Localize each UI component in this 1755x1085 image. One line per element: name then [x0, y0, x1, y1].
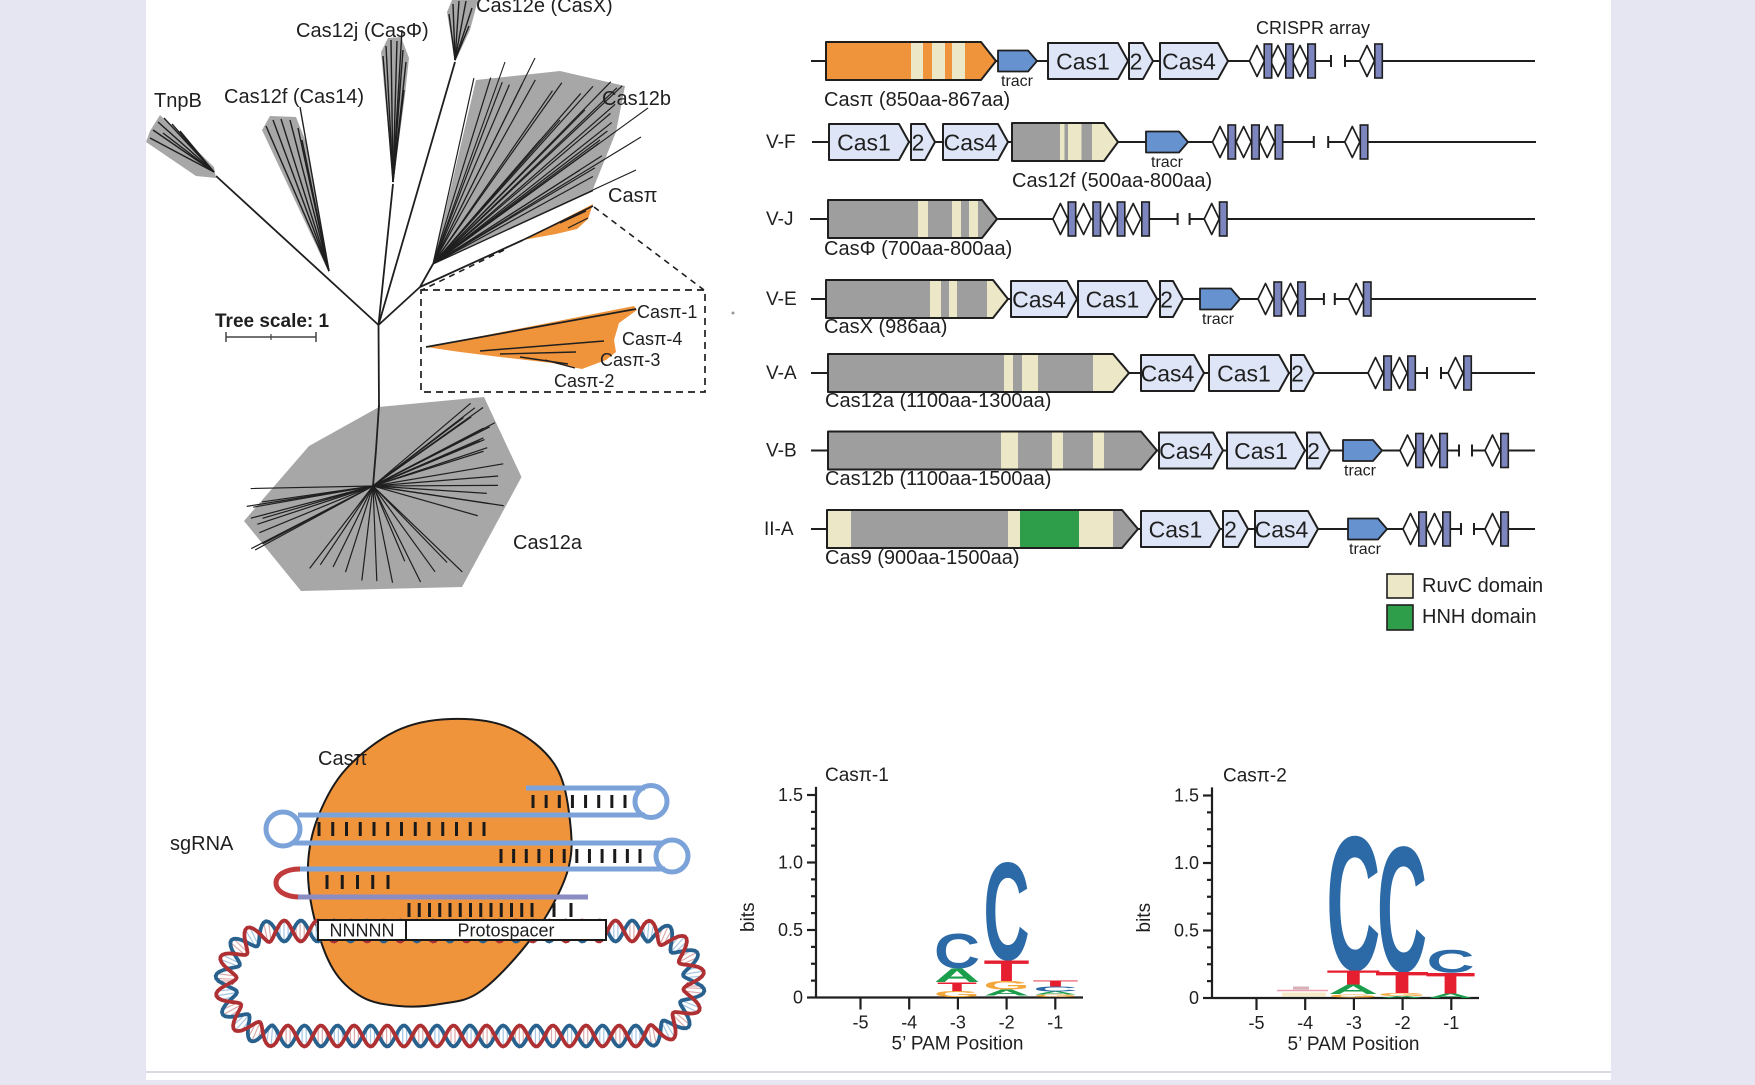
svg-text:II-A: II-A: [764, 519, 794, 540]
svg-text:Casπ-3: Casπ-3: [600, 350, 660, 370]
svg-text:Cas12f (Cas14): Cas12f (Cas14): [224, 86, 364, 108]
svg-text:-5: -5: [852, 1013, 868, 1033]
svg-text:2: 2: [1224, 516, 1237, 542]
svg-text:Cas12e (CasX): Cas12e (CasX): [476, 0, 613, 17]
svg-text:-2: -2: [1395, 1013, 1411, 1033]
svg-text:0.5: 0.5: [1174, 921, 1199, 941]
svg-text:Cas9 (900aa-1500aa): Cas9 (900aa-1500aa): [825, 547, 1020, 569]
svg-text:CRISPR array: CRISPR array: [1256, 18, 1370, 38]
svg-text:tracr: tracr: [1202, 311, 1235, 328]
svg-text:1.5: 1.5: [778, 785, 803, 805]
svg-text:-3: -3: [1346, 1013, 1362, 1033]
svg-text:2: 2: [1160, 286, 1173, 312]
svg-text:2: 2: [1130, 48, 1143, 74]
svg-text:V-F: V-F: [766, 132, 796, 153]
svg-text:2: 2: [1291, 360, 1304, 386]
svg-text:Tree scale: 1: Tree scale: 1: [215, 311, 330, 332]
svg-text:TnpB: TnpB: [154, 90, 202, 112]
svg-text:sgRNA: sgRNA: [170, 833, 234, 855]
svg-text:5’ PAM Position: 5’ PAM Position: [892, 1034, 1024, 1055]
svg-text:Cas1: Cas1: [1086, 286, 1140, 312]
svg-text:Cas12j (CasΦ): Cas12j (CasΦ): [296, 20, 429, 42]
svg-text:Casπ: Casπ: [318, 748, 367, 770]
svg-text:tracr: tracr: [1001, 73, 1034, 90]
svg-text:0: 0: [793, 988, 803, 1008]
svg-text:Cas12a (1100aa-1300aa): Cas12a (1100aa-1300aa): [825, 390, 1051, 412]
svg-text:G: G: [1034, 994, 1078, 998]
svg-text:A: A: [1380, 995, 1424, 998]
svg-text:A: A: [1428, 992, 1474, 999]
svg-text:0: 0: [1189, 988, 1199, 1008]
svg-text:1.0: 1.0: [1174, 853, 1199, 873]
svg-text:-1: -1: [1047, 1013, 1063, 1033]
svg-text:V-A: V-A: [766, 363, 797, 384]
svg-text:-1: -1: [1443, 1013, 1459, 1033]
svg-text:Cas1: Cas1: [1234, 438, 1288, 464]
svg-text:Cas1: Cas1: [1217, 360, 1271, 386]
svg-text:Cas12f (500aa-800aa): Cas12f (500aa-800aa): [1012, 170, 1212, 192]
svg-text:Cas12b: Cas12b: [602, 88, 671, 110]
svg-text:2: 2: [1307, 438, 1320, 464]
svg-text:G: G: [1328, 993, 1378, 999]
svg-text:bits: bits: [738, 902, 759, 932]
svg-text:Cas4: Cas4: [1141, 360, 1195, 386]
svg-text:Casπ-1: Casπ-1: [637, 302, 697, 322]
svg-text:A: A: [984, 988, 1030, 998]
svg-text:Cas12b (1100aa-1500aa): Cas12b (1100aa-1500aa): [825, 468, 1051, 490]
svg-text:Cas4: Cas4: [944, 129, 998, 155]
svg-text:Cas1: Cas1: [1056, 48, 1110, 74]
svg-text:Cas4: Cas4: [1012, 286, 1066, 312]
svg-text:CasΦ (700aa-800aa): CasΦ (700aa-800aa): [824, 238, 1012, 260]
svg-text:2: 2: [912, 129, 925, 155]
svg-text:5’ PAM Position: 5’ PAM Position: [1288, 1034, 1420, 1055]
svg-text:Casπ (850aa-867aa): Casπ (850aa-867aa): [824, 89, 1010, 111]
svg-text:-4: -4: [1297, 1013, 1313, 1033]
svg-text:CasX (986aa): CasX (986aa): [824, 316, 947, 338]
svg-text:-3: -3: [950, 1013, 966, 1033]
svg-text:Casπ-1: Casπ-1: [825, 765, 889, 786]
svg-text:bits: bits: [1134, 903, 1155, 933]
svg-text:Cas1: Cas1: [1149, 516, 1203, 542]
svg-text:RuvC domain: RuvC domain: [1422, 575, 1543, 597]
svg-text:-5: -5: [1248, 1013, 1264, 1033]
svg-text:Cas4: Cas4: [1255, 516, 1309, 542]
svg-text:NNNNN: NNNNN: [330, 921, 395, 941]
svg-text:V-J: V-J: [766, 209, 793, 230]
svg-text:Casπ: Casπ: [608, 185, 657, 207]
svg-text:HNH domain: HNH domain: [1422, 606, 1536, 628]
svg-text:tracr: tracr: [1344, 463, 1377, 480]
svg-text:tracr: tracr: [1151, 154, 1184, 171]
svg-text:Cas4: Cas4: [1162, 48, 1216, 74]
svg-text:Cas4: Cas4: [1159, 438, 1213, 464]
svg-text:Cas12a: Cas12a: [513, 532, 583, 554]
svg-text:V-E: V-E: [766, 289, 797, 310]
svg-text:Cas1: Cas1: [837, 129, 891, 155]
svg-text:0.5: 0.5: [778, 920, 803, 940]
svg-text:1.0: 1.0: [778, 853, 803, 873]
svg-text:-4: -4: [901, 1013, 917, 1033]
svg-text:G: G: [934, 990, 980, 999]
svg-text:Casπ-2: Casπ-2: [554, 371, 614, 391]
svg-text:-2: -2: [999, 1013, 1015, 1033]
svg-text:1.5: 1.5: [1174, 786, 1199, 806]
svg-text:Protospacer: Protospacer: [457, 921, 554, 941]
svg-text:tracr: tracr: [1349, 541, 1382, 558]
svg-text:Casπ-4: Casπ-4: [622, 329, 682, 349]
svg-text:Casπ-2: Casπ-2: [1223, 765, 1287, 786]
svg-text:V-B: V-B: [766, 441, 797, 462]
